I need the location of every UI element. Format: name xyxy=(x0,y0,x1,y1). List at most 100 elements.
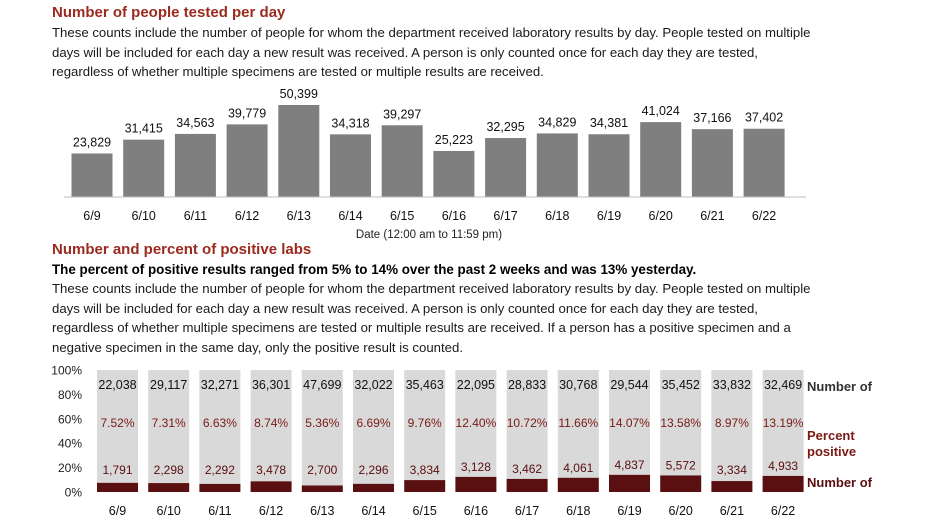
percent-positive-label: 6.69% xyxy=(356,416,390,430)
test-date-label: 6/16 xyxy=(442,209,466,223)
positive-y-tick-label: 100% xyxy=(51,364,82,378)
test-value-label: 37,402 xyxy=(745,111,783,125)
test-bar-6/16 xyxy=(433,150,475,197)
positive-count-label: 2,298 xyxy=(154,463,184,477)
positive-count-label: 3,462 xyxy=(512,462,542,476)
test-date-label: 6/12 xyxy=(235,209,259,223)
chart2-subtitle: The percent of positive results ranged f… xyxy=(52,262,697,277)
test-bar-6/15 xyxy=(381,125,423,197)
positive-date-label: 6/18 xyxy=(566,504,590,518)
test-bar-6/17 xyxy=(485,138,527,197)
positive-count-label: 2,700 xyxy=(307,463,337,477)
positive-count-label: 4,837 xyxy=(614,458,644,472)
positive-segment-6/11 xyxy=(199,483,241,492)
negative-segment-6/15 xyxy=(404,370,446,481)
test-value-label: 37,166 xyxy=(693,111,731,125)
negative-count-label: 33,832 xyxy=(713,378,751,392)
test-bar-6/19 xyxy=(588,134,630,197)
test-value-label: 32,295 xyxy=(486,120,524,134)
percent-positive-label: 11.66% xyxy=(558,416,598,430)
test-bar-6/20 xyxy=(640,122,682,197)
positive-segment-6/15 xyxy=(404,480,446,492)
positive-date-label: 6/12 xyxy=(259,504,283,518)
test-bar-6/18 xyxy=(536,133,578,197)
test-date-label: 6/13 xyxy=(287,209,311,223)
positive-date-label: 6/21 xyxy=(720,504,744,518)
test-date-label: 6/22 xyxy=(752,209,776,223)
test-date-label: 6/14 xyxy=(338,209,362,223)
legend-percent-label-line2: positive xyxy=(807,444,856,459)
test-value-label: 34,829 xyxy=(538,115,576,129)
positive-count-label: 1,791 xyxy=(102,463,132,477)
positive-count-label: 4,061 xyxy=(563,461,593,475)
negative-count-label: 35,452 xyxy=(662,378,700,392)
positive-y-tick-label: 0% xyxy=(65,486,83,500)
test-value-label: 25,223 xyxy=(435,133,473,147)
negative-segment-6/13 xyxy=(301,370,343,486)
positive-segment-6/10 xyxy=(148,483,190,492)
positive-count-label: 5,572 xyxy=(666,458,696,472)
test-date-label: 6/20 xyxy=(649,209,673,223)
test-bar-6/14 xyxy=(330,134,371,197)
percent-positive-label: 10.72% xyxy=(507,416,548,430)
test-x-axis-label: Date (12:00 am to 11:59 pm) xyxy=(356,229,502,241)
percent-positive-label: 9.76% xyxy=(408,416,442,430)
positive-count-label: 2,292 xyxy=(205,463,235,477)
positive-segment-6/22 xyxy=(762,475,804,492)
negative-count-label: 29,544 xyxy=(610,378,648,392)
positive-y-tick-label: 20% xyxy=(58,461,82,475)
positive-segment-6/14 xyxy=(353,483,394,492)
positive-segment-6/21 xyxy=(711,481,753,492)
positive-segment-6/20 xyxy=(660,475,702,492)
positive-segment-6/17 xyxy=(506,478,548,492)
positive-y-tick-label: 40% xyxy=(58,437,82,451)
positive-date-label: 6/17 xyxy=(515,504,539,518)
negative-segment-6/17 xyxy=(506,370,548,479)
positive-count-label: 2,296 xyxy=(358,463,388,477)
positive-segment-6/18 xyxy=(557,477,599,492)
percent-positive-label: 8.97% xyxy=(715,416,749,430)
positive-date-label: 6/10 xyxy=(157,504,181,518)
positive-count-label: 3,478 xyxy=(256,463,286,477)
test-value-label: 34,381 xyxy=(590,116,628,130)
chart1-title: Number of people tested per day xyxy=(52,4,286,21)
test-bar-6/10 xyxy=(123,139,165,197)
negative-segment-6/20 xyxy=(660,370,702,476)
test-date-label: 6/11 xyxy=(184,209,207,223)
negative-segment-6/10 xyxy=(148,370,190,484)
positive-segment-6/16 xyxy=(455,476,497,492)
negative-segment-6/11 xyxy=(199,370,241,484)
negative-count-label: 22,038 xyxy=(98,378,136,392)
test-date-label: 6/17 xyxy=(493,209,517,223)
percent-positive-label: 12.40% xyxy=(456,416,497,430)
test-bar-6/13 xyxy=(278,105,320,197)
positive-date-label: 6/13 xyxy=(310,504,334,518)
percent-positive-label: 6.63% xyxy=(203,416,237,430)
positive-count-label: 3,128 xyxy=(461,460,491,474)
legend-positive-label: Number of xyxy=(807,475,873,490)
positive-date-label: 6/19 xyxy=(617,504,641,518)
negative-segment-6/21 xyxy=(711,370,753,482)
test-date-label: 6/18 xyxy=(545,209,569,223)
test-value-label: 50,399 xyxy=(280,87,318,101)
test-value-label: 34,563 xyxy=(176,116,214,130)
percent-positive-label: 5.36% xyxy=(305,416,339,430)
negative-segment-6/18 xyxy=(557,370,599,478)
tests-per-day-chart: 23,829 6/9 31,415 6/10 34,563 6/11 39,779 6/12 5… xyxy=(64,87,806,241)
percent-positive-label: 13.19% xyxy=(763,416,804,430)
test-date-label: 6/9 xyxy=(83,209,100,223)
negative-count-label: 22,095 xyxy=(457,378,495,392)
chart2-title: Number and percent of positive labs xyxy=(52,241,312,258)
test-date-label: 6/15 xyxy=(390,209,414,223)
positive-date-label: 6/9 xyxy=(109,504,126,518)
test-value-label: 39,779 xyxy=(228,106,266,120)
positive-date-label: 6/15 xyxy=(413,504,437,518)
percent-positive-label: 7.31% xyxy=(152,416,186,430)
test-value-label: 39,297 xyxy=(383,107,421,121)
positive-segment-6/12 xyxy=(250,481,292,492)
negative-count-label: 29,117 xyxy=(150,378,187,392)
negative-count-label: 35,463 xyxy=(406,378,444,392)
percent-positive-label: 7.52% xyxy=(100,416,134,430)
positive-count-label: 3,334 xyxy=(717,463,747,477)
